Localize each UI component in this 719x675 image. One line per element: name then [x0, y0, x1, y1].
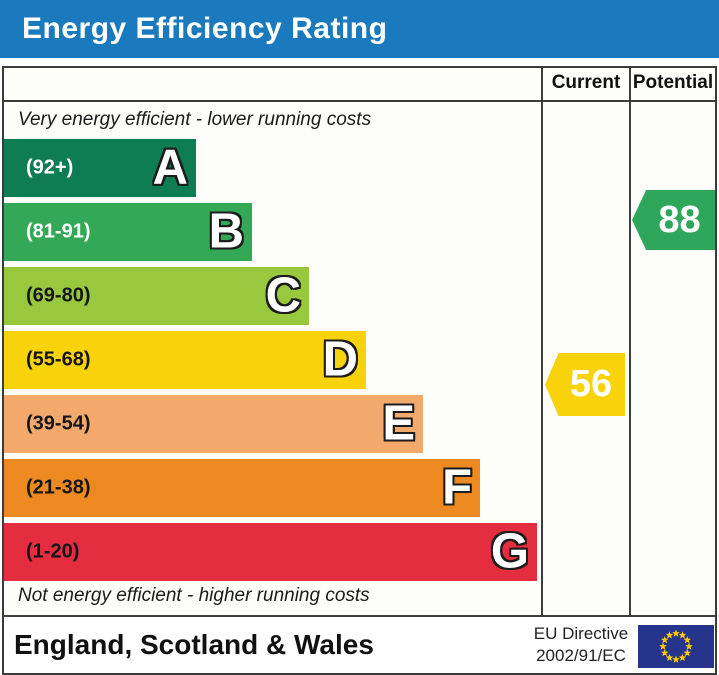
top-note: Very energy efficient - lower running co…: [18, 109, 372, 130]
band-range-label: (39-54): [26, 412, 91, 435]
potential-column-header: Potential: [632, 72, 714, 93]
column-divider-current: [541, 68, 543, 615]
band-range-label: (55-68): [26, 348, 91, 371]
footer: England, Scotland & Wales EU Directive 2…: [2, 615, 717, 675]
band-letter: E: [382, 396, 415, 451]
band-range-label: (69-80): [26, 284, 91, 307]
band-letter: C: [265, 268, 301, 323]
band-letter: D: [322, 332, 358, 387]
eu-flag-icon: [638, 625, 714, 668]
band-row-d: (55-68) D: [4, 331, 366, 389]
page-title: Energy Efficiency Rating: [22, 12, 388, 45]
band-letter: B: [208, 204, 244, 259]
band-letter: G: [490, 524, 529, 579]
current-value: 56: [569, 363, 613, 405]
band-row-b: (81-91) B: [4, 203, 252, 261]
current-column-header: Current: [551, 72, 621, 93]
band-row-e: (39-54) E: [4, 395, 423, 453]
potential-value: 88: [658, 198, 701, 241]
region-label: England, Scotland & Wales: [14, 629, 374, 660]
band-range-label: (21-38): [26, 476, 91, 499]
band-row-f: (21-38) F: [4, 459, 480, 517]
band-row-g: (1-20) G: [4, 523, 537, 581]
band-range-label: (81-91): [26, 220, 91, 243]
eu-directive-line1: EU Directive: [533, 624, 629, 643]
eu-directive-label: EU Directive 2002/91/EC: [522, 623, 640, 667]
title-bar: Energy Efficiency Rating: [0, 0, 719, 58]
current-marker: 56: [545, 353, 625, 416]
eu-directive-line2: 2002/91/EC: [536, 646, 626, 665]
header-divider: [4, 100, 715, 102]
bottom-note: Not energy efficient - higher running co…: [18, 585, 370, 606]
column-divider-potential: [629, 68, 631, 615]
band-range-label: (92+): [26, 156, 74, 179]
potential-marker: 88: [632, 190, 715, 250]
band-row-c: (69-80) C: [4, 267, 309, 325]
band-letter: F: [442, 460, 472, 515]
band-row-a: (92+) A: [4, 139, 196, 197]
band-letter: A: [152, 140, 188, 195]
band-range-label: (1-20): [26, 540, 80, 563]
